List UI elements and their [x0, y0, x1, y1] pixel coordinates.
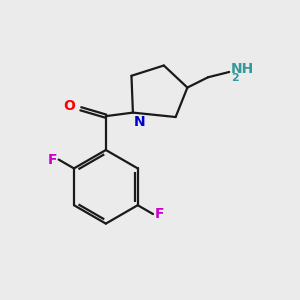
Text: F: F — [154, 207, 164, 221]
Text: F: F — [48, 153, 57, 166]
Text: N: N — [134, 115, 146, 129]
Text: 2: 2 — [231, 73, 239, 83]
Text: NH: NH — [231, 62, 254, 76]
Text: O: O — [64, 99, 76, 113]
